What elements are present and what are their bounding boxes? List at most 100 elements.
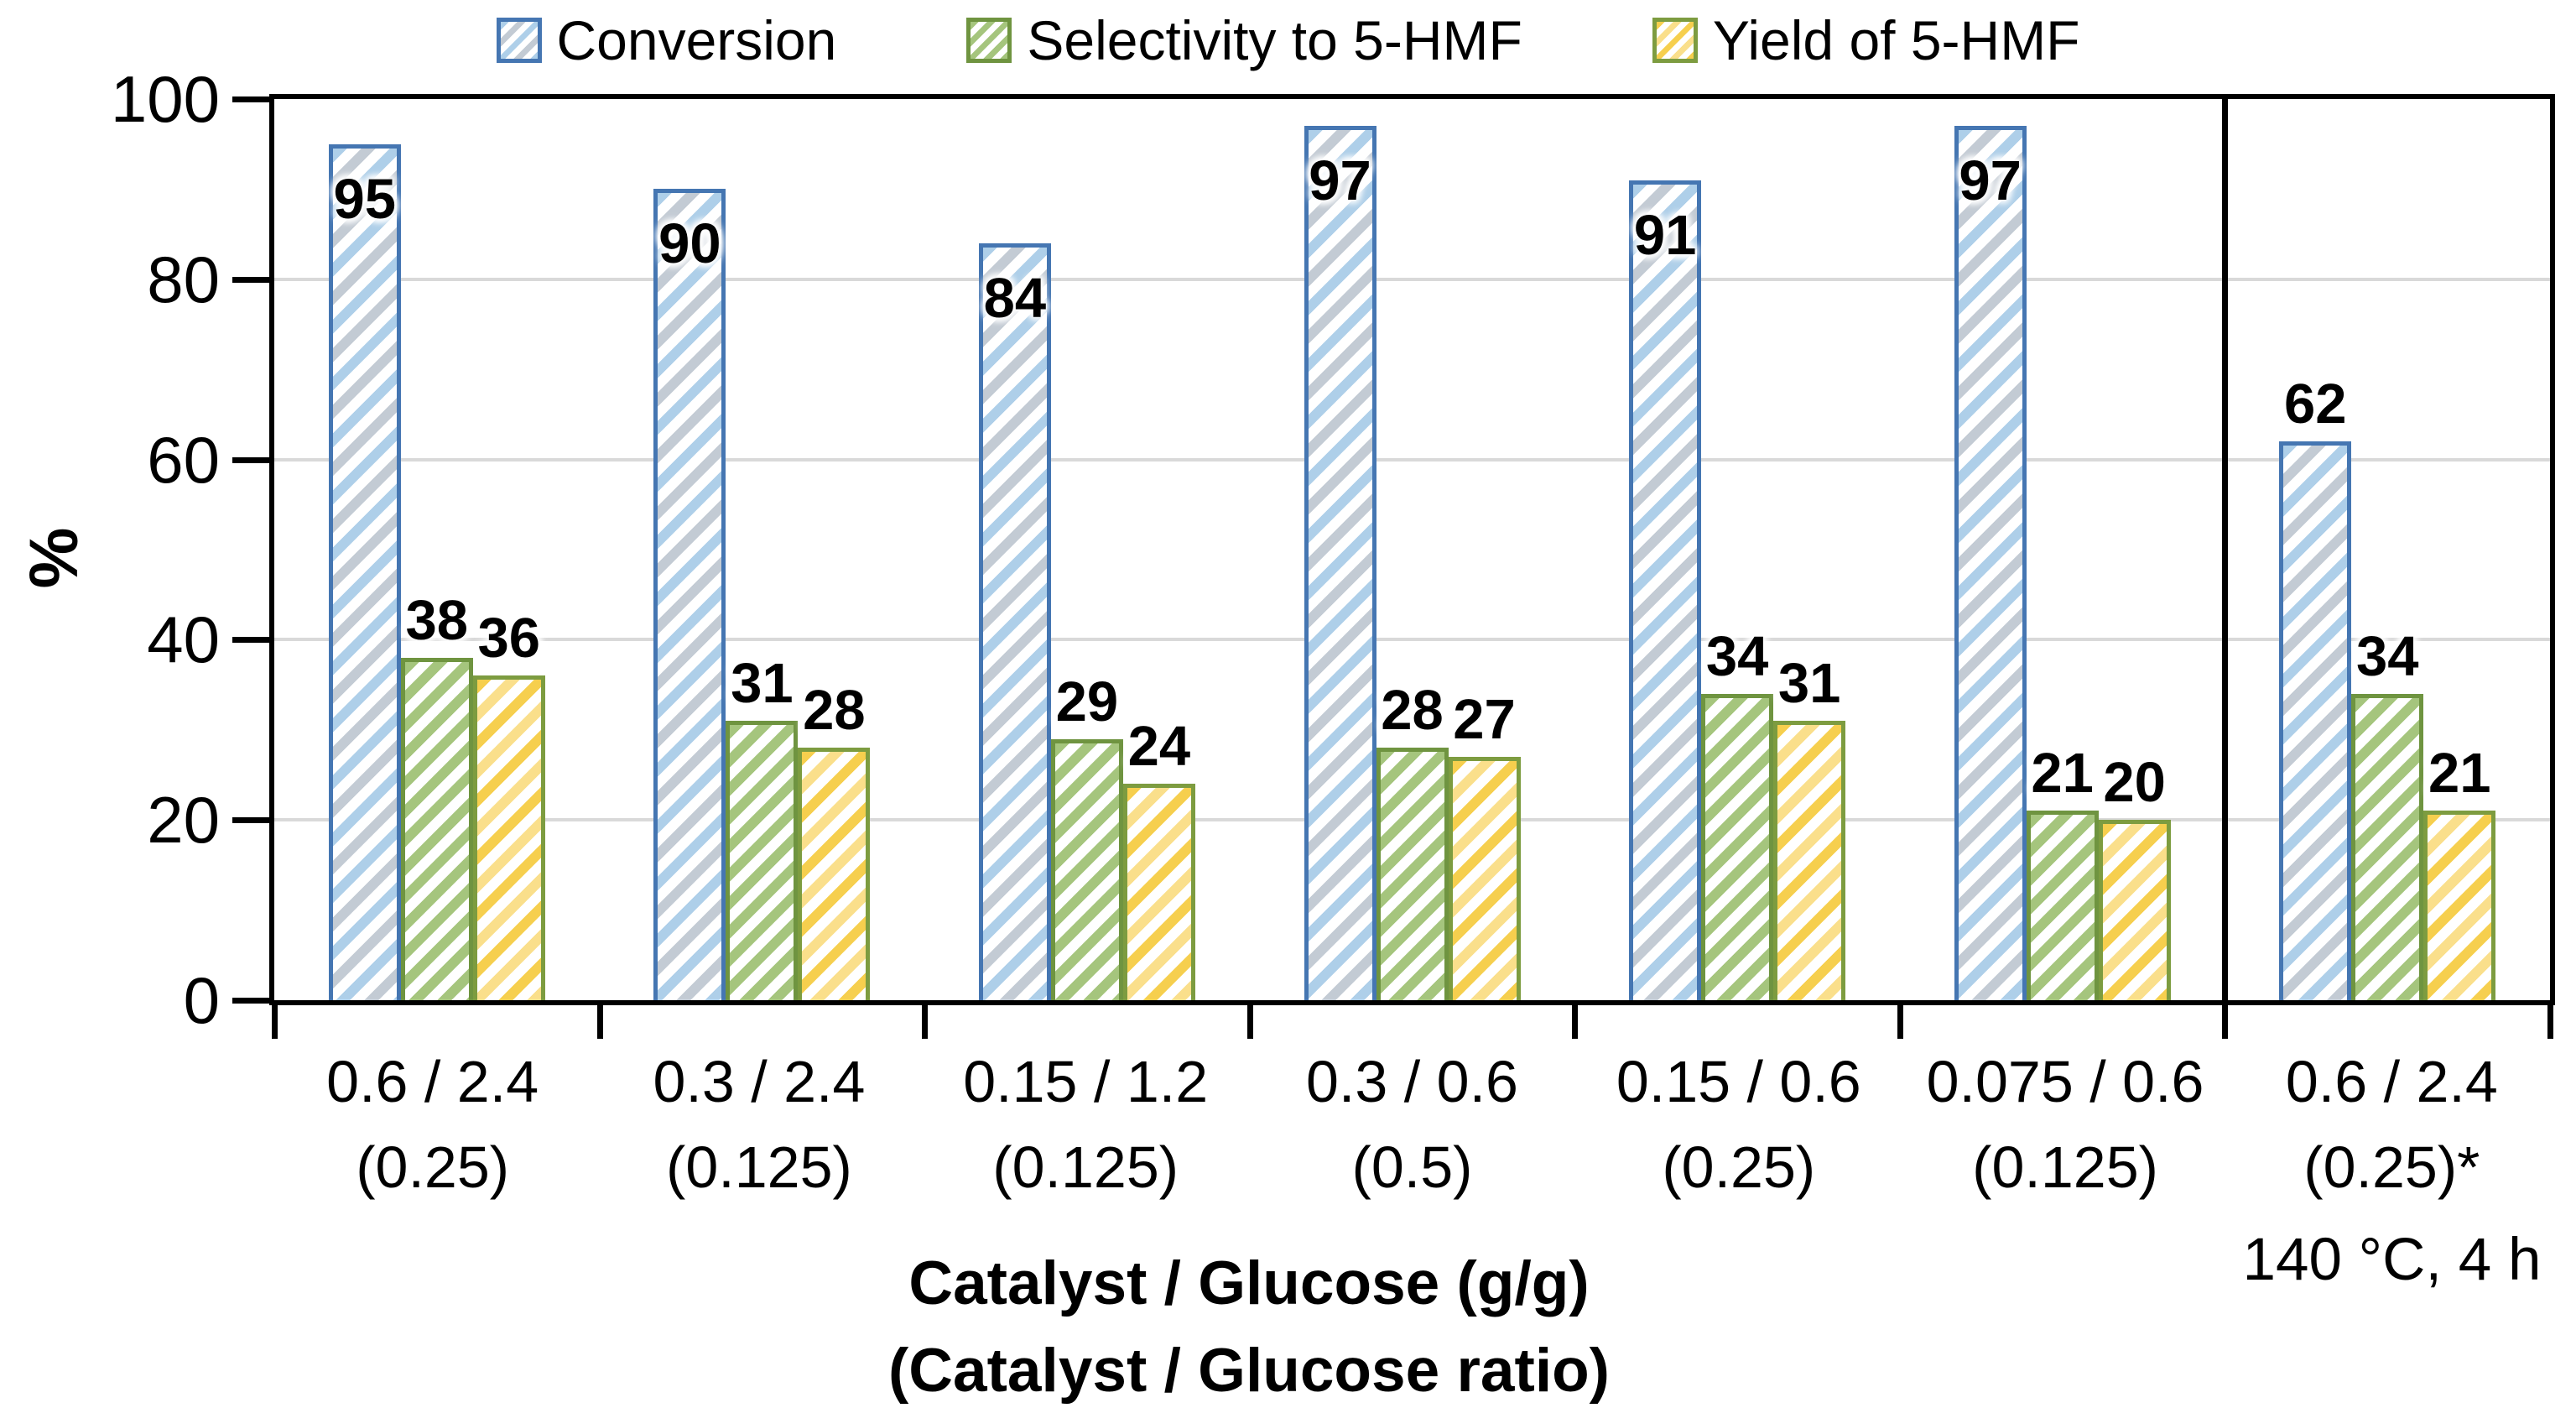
- x-category-label: 0.075 / 0.6 (0.125): [1902, 1039, 2228, 1210]
- bar-value-label: 31: [731, 652, 794, 716]
- bar-value-label: 34: [2355, 624, 2419, 688]
- legend: Conversion Selectivity to 5-HMF Yield of…: [0, 7, 2576, 74]
- legend-item-conversion: Conversion: [496, 7, 836, 74]
- y-tick-mark: [232, 276, 269, 283]
- gridline: [274, 277, 2550, 281]
- x-category-label-line1: 0.15 / 0.6: [1616, 1049, 1861, 1114]
- bar-value-label: 24: [1127, 715, 1191, 779]
- y-tick-label: 60: [147, 422, 220, 497]
- bar: 91: [1629, 180, 1702, 1000]
- bar-value-label: 84: [983, 266, 1047, 330]
- bar: 34: [1701, 627, 1774, 1000]
- bar-value-label: 28: [803, 679, 866, 743]
- y-tick-label: 20: [147, 783, 220, 858]
- x-tick-mark: [272, 1004, 278, 1039]
- bar: 21: [2026, 744, 2099, 1000]
- yield-swatch-icon: [1652, 18, 1698, 63]
- bar-value-label: 20: [2103, 751, 2166, 815]
- x-tick-mark: [2222, 1004, 2229, 1039]
- gridline: [274, 638, 2550, 642]
- bar-value-label: 27: [1453, 688, 1516, 752]
- bar-value-label: 28: [1381, 679, 1444, 743]
- bar: 21: [2423, 744, 2496, 1000]
- x-category-label-line2: (0.25): [1662, 1134, 1816, 1200]
- bar: 28: [1376, 681, 1449, 1000]
- y-tick-label: 40: [147, 602, 220, 677]
- x-category-label-line1: 0.075 / 0.6: [1926, 1049, 2204, 1114]
- gridline: [274, 457, 2550, 462]
- bar-group: 84 29 24: [924, 99, 1250, 1000]
- conversion-swatch-icon: [496, 18, 542, 63]
- y-tick-label: 80: [147, 242, 220, 316]
- x-category-label: 0.3 / 0.6 (0.5): [1249, 1039, 1575, 1210]
- x-tick-mark: [1572, 1004, 1579, 1039]
- bar: 34: [2351, 627, 2424, 1000]
- y-axis-title: %: [16, 527, 92, 589]
- legend-label: Yield of 5-HMF: [1712, 9, 2080, 71]
- bar-value-label: 21: [2428, 742, 2491, 806]
- bar-value-label: 91: [1633, 203, 1697, 267]
- bar: 84: [978, 242, 1051, 1000]
- legend-item-yield: Yield of 5-HMF: [1652, 7, 2080, 74]
- x-category-label-line1: 0.6 / 2.4: [2285, 1049, 2498, 1114]
- x-tick-mark: [2547, 1004, 2553, 1039]
- bar-groups: 95 38 36 90 31 28 84 29 24 97 28 27 91 34 31 97 21 20 62 34…: [274, 99, 2550, 1000]
- x-category-label-line1: 0.3 / 0.6: [1306, 1049, 1518, 1114]
- y-tick-label: 100: [110, 62, 220, 136]
- bar-group: 91 34 31: [1574, 99, 1900, 1000]
- x-category-label: 0.15 / 1.2 (0.125): [923, 1039, 1249, 1210]
- bar-value-label: 34: [1705, 624, 1769, 688]
- bar-group: 97 21 20: [1900, 99, 2225, 1000]
- x-category-label-line2: (0.25)*: [2303, 1134, 2480, 1200]
- bar-value-label: 97: [1959, 149, 2022, 213]
- y-tick-mark: [232, 817, 269, 824]
- x-category-label: 0.6 / 2.4 (0.25): [269, 1039, 596, 1210]
- x-axis-title: Catalyst / Glucose (g/g) (Catalyst / Glu…: [269, 1240, 2229, 1408]
- x-category-label-line1: 0.6 / 2.4: [326, 1049, 539, 1114]
- x-tick-mark: [1897, 1004, 1903, 1039]
- x-tick-mark: [1246, 1004, 1253, 1039]
- x-tick-mark: [922, 1004, 929, 1039]
- y-tick-label: 0: [183, 963, 220, 1037]
- bar: 62: [2279, 375, 2352, 1000]
- bar-value-label: 95: [333, 167, 397, 231]
- x-category-label-line2: (0.5): [1351, 1134, 1473, 1200]
- bar-value-label: 31: [1777, 652, 1841, 716]
- bar: 31: [726, 654, 799, 1000]
- x-category-label-line2: (0.125): [1972, 1134, 2158, 1200]
- bar-value-label: 29: [1055, 670, 1119, 733]
- bar-group: 97 28 27: [1250, 99, 1575, 1000]
- legend-label: Selectivity to 5-HMF: [1027, 9, 1522, 71]
- bar: 24: [1122, 717, 1195, 1000]
- bar-value-label: 90: [658, 212, 721, 276]
- bar: 36: [472, 609, 545, 1000]
- x-category-label: 0.6 / 2.4 (0.25)*: [2229, 1039, 2555, 1210]
- bar: 28: [798, 681, 871, 1000]
- x-tick-mark: [596, 1004, 603, 1039]
- bar-value-label: 36: [477, 607, 541, 670]
- bar: 97: [1304, 126, 1376, 1000]
- x-category-label-line2: (0.25): [356, 1134, 510, 1200]
- y-tick-mark: [232, 96, 269, 102]
- x-axis-category-labels: 0.6 / 2.4 (0.25) 0.3 / 2.4 (0.125) 0.15 / 1.…: [269, 1039, 2555, 1210]
- y-tick-mark: [232, 998, 269, 1004]
- bar-value-label: 38: [405, 588, 469, 652]
- x-category-label-line1: 0.15 / 1.2: [963, 1049, 1209, 1114]
- bar-group: 90 31 28: [600, 99, 925, 1000]
- bar: 29: [1050, 672, 1123, 1000]
- bar: 27: [1448, 691, 1521, 1000]
- bar: 38: [400, 591, 473, 1000]
- x-category-label: 0.15 / 0.6 (0.25): [1575, 1039, 1902, 1210]
- y-tick-mark: [232, 637, 269, 644]
- x-category-label-line2: (0.125): [992, 1134, 1179, 1200]
- bar: 90: [653, 189, 726, 1000]
- x-axis-title-line1: Catalyst / Glucose (g/g): [908, 1249, 1590, 1317]
- bar: 97: [1954, 126, 2027, 1000]
- bar: 31: [1773, 654, 1846, 1000]
- condition-note: 140 °C, 4 h: [2242, 1227, 2542, 1293]
- section-divider-line: [2222, 99, 2229, 1000]
- bar: 20: [2098, 754, 2171, 1000]
- bar-value-label: 62: [2283, 373, 2347, 436]
- x-axis-title-line2: (Catalyst / Glucose ratio): [888, 1337, 1610, 1405]
